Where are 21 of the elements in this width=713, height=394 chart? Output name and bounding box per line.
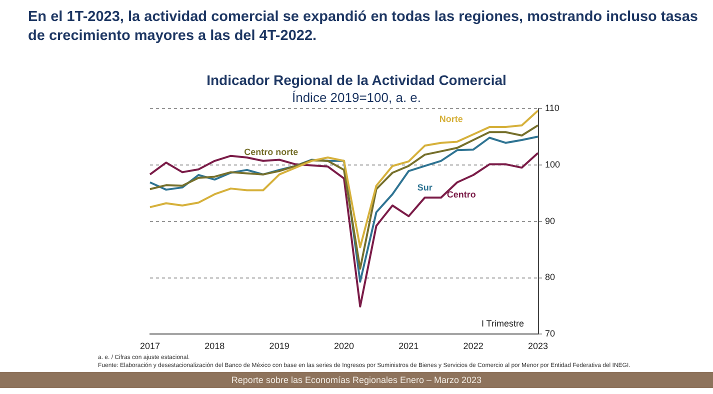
y-tick-label: 80 — [544, 272, 555, 282]
x-tick-label: 2018 — [204, 341, 225, 352]
chart-title: Indicador Regional de la Actividad Comercial — [206, 72, 508, 88]
series-label: Centro norte — [244, 146, 298, 157]
x-tick-label: 2020 — [334, 341, 354, 352]
y-tick-label: 100 — [544, 159, 560, 170]
x-tick-label: 2017 — [140, 341, 160, 352]
series-label: Centro — [446, 189, 476, 200]
y-tick-label: 90 — [544, 216, 555, 226]
x-tick-label: 2022 — [463, 341, 484, 352]
y-tick-label: 70 — [544, 328, 555, 339]
x-tick-label: 2021 — [398, 341, 419, 352]
text: En el 1T-2023, la actividad comercial se expandió en todas las regiones, mostrando incluso tasas de crecimiento mayores a las del 4T-2022. — [28, 8, 698, 46]
x-tick-label: 2023 — [528, 341, 548, 352]
x-tick-label: 2019 — [269, 341, 290, 352]
series-label: Norte — [439, 114, 463, 124]
annotation: I Trimestre — [481, 318, 524, 329]
y-tick-label: 110 — [544, 102, 560, 113]
text: Reporte sobre las Economías Regionales Enero – Marzo 2023 — [0, 372, 713, 388]
chart-subtitle: Índice 2019=100, a. e. — [292, 90, 422, 105]
series-label: Sur — [417, 182, 433, 192]
